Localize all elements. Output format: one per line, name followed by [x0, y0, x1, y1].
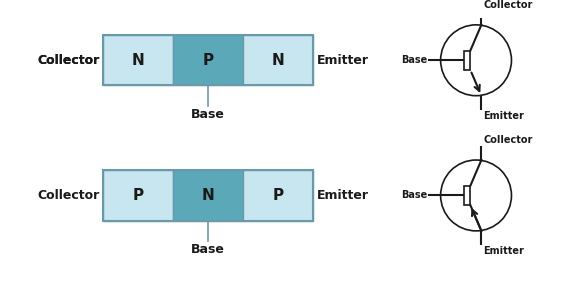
Text: Emitter: Emitter [316, 54, 369, 67]
Bar [103, 35, 313, 86]
Bar [103, 35, 173, 86]
Text: P: P [273, 188, 283, 203]
Text: N: N [202, 188, 214, 203]
Bar [464, 51, 470, 70]
Bar [243, 170, 313, 221]
Bar [103, 170, 313, 221]
Bar [103, 170, 173, 221]
Text: N: N [272, 53, 285, 68]
Bar [173, 35, 243, 86]
Text: Collector: Collector [37, 54, 99, 67]
Bar [464, 186, 470, 205]
Text: Base: Base [191, 243, 225, 256]
Text: N: N [132, 53, 144, 68]
Text: Emitter: Emitter [483, 246, 524, 256]
Text: Collector: Collector [483, 135, 533, 145]
Text: P: P [202, 53, 214, 68]
Text: Base: Base [191, 108, 225, 121]
Text: Base: Base [402, 190, 428, 200]
Text: Emitter: Emitter [316, 189, 369, 202]
Text: Base: Base [402, 55, 428, 65]
Text: Collector: Collector [37, 189, 99, 202]
Text: Emitter: Emitter [483, 111, 524, 120]
Text: Collector: Collector [483, 0, 533, 10]
Bar [173, 170, 243, 221]
Text: P: P [132, 188, 144, 203]
Bar [243, 35, 313, 86]
Text: Collector: Collector [37, 54, 99, 67]
